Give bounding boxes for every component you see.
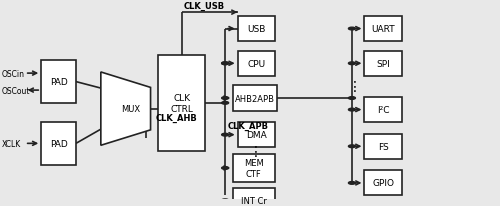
Text: FS: FS <box>378 142 388 151</box>
FancyBboxPatch shape <box>232 154 275 182</box>
Text: I²C: I²C <box>377 105 390 115</box>
Text: MUX: MUX <box>121 105 140 114</box>
Circle shape <box>348 97 356 100</box>
Text: CLK_USB: CLK_USB <box>184 2 225 11</box>
Text: XCLK: XCLK <box>2 139 21 148</box>
FancyBboxPatch shape <box>232 188 275 206</box>
FancyBboxPatch shape <box>238 17 275 42</box>
Text: CLK_AHB: CLK_AHB <box>156 113 198 122</box>
Text: OSCin: OSCin <box>2 69 25 78</box>
Circle shape <box>222 199 228 202</box>
Text: CPU: CPU <box>247 60 266 68</box>
FancyBboxPatch shape <box>41 123 76 165</box>
Text: GPIO: GPIO <box>372 179 394 187</box>
Circle shape <box>348 145 356 148</box>
FancyBboxPatch shape <box>41 61 76 103</box>
Text: MEM
CTF: MEM CTF <box>244 158 264 178</box>
FancyBboxPatch shape <box>364 171 402 195</box>
Circle shape <box>222 102 228 105</box>
Text: CLK
CTRL: CLK CTRL <box>170 94 193 113</box>
FancyBboxPatch shape <box>158 55 206 151</box>
Circle shape <box>348 109 356 111</box>
Text: CLK_APB: CLK_APB <box>228 122 268 131</box>
Text: ⋮: ⋮ <box>348 80 362 94</box>
Text: PAD: PAD <box>50 78 68 87</box>
Text: INT Cr: INT Cr <box>241 196 266 205</box>
Text: OSCout: OSCout <box>2 86 30 95</box>
Circle shape <box>348 182 356 184</box>
Circle shape <box>222 167 228 170</box>
FancyBboxPatch shape <box>364 134 402 159</box>
Text: USB: USB <box>247 25 266 34</box>
Text: DMA: DMA <box>246 131 266 139</box>
FancyBboxPatch shape <box>364 98 402 123</box>
FancyBboxPatch shape <box>364 52 402 76</box>
FancyBboxPatch shape <box>232 86 278 111</box>
Text: SPI: SPI <box>376 60 390 68</box>
Text: PAD: PAD <box>50 139 68 148</box>
FancyBboxPatch shape <box>238 52 275 76</box>
Text: AHB2APB: AHB2APB <box>235 94 275 103</box>
Text: UART: UART <box>371 25 395 34</box>
FancyBboxPatch shape <box>238 123 275 147</box>
Polygon shape <box>101 73 150 146</box>
FancyBboxPatch shape <box>364 17 402 42</box>
Circle shape <box>222 63 228 65</box>
Circle shape <box>348 28 356 31</box>
Text: ⋮: ⋮ <box>250 144 263 158</box>
Circle shape <box>222 134 228 136</box>
Circle shape <box>222 97 228 100</box>
Circle shape <box>222 63 228 65</box>
Circle shape <box>348 63 356 65</box>
